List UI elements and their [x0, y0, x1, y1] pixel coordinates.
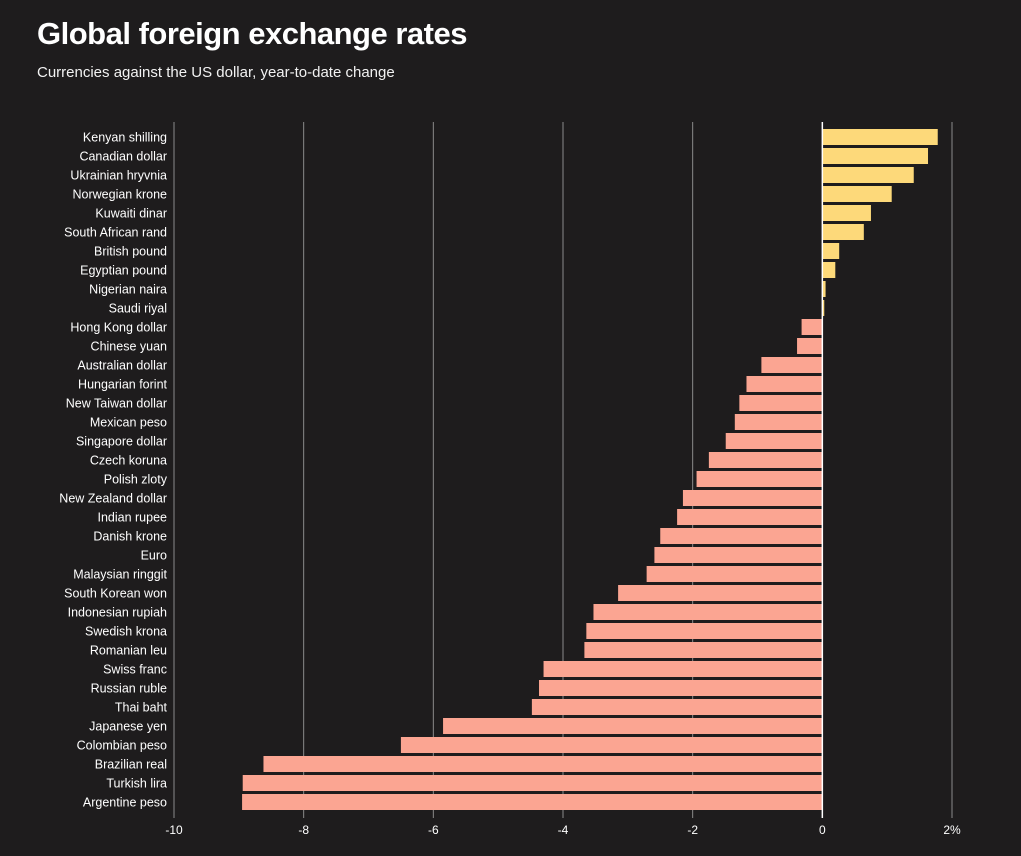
bar	[822, 205, 871, 221]
bar	[242, 775, 823, 791]
bar	[443, 718, 823, 734]
category-label: British pound	[94, 245, 167, 259]
category-labels: Kenyan shilling Canadian dollar Ukrainian …	[59, 131, 167, 810]
category-label: Japanese yen	[89, 720, 167, 734]
category-label: Norwegian krone	[73, 188, 168, 202]
bar	[822, 243, 840, 259]
chart-title: Global foreign exchange rates	[37, 16, 467, 51]
x-axis-ticks: -10 -8 -6 -4 -2 0 2%	[165, 823, 961, 837]
bar	[739, 395, 823, 411]
category-label: Chinese yuan	[91, 340, 167, 354]
bar	[654, 547, 823, 563]
category-label: Singapore dollar	[76, 435, 167, 449]
bar	[543, 661, 823, 677]
bar	[242, 794, 823, 810]
bar	[822, 300, 825, 316]
category-label: Indian rupee	[97, 511, 167, 525]
category-label: New Taiwan dollar	[66, 397, 167, 411]
category-label: Russian ruble	[91, 682, 167, 696]
bar	[539, 680, 823, 696]
bar	[660, 528, 823, 544]
category-label: Mexican peso	[90, 416, 167, 430]
bar	[822, 167, 914, 183]
category-label: Hong Kong dollar	[70, 321, 167, 335]
category-label: Australian dollar	[77, 359, 167, 373]
x-tick-label: 0	[819, 823, 826, 837]
bar	[725, 433, 823, 449]
category-label: Canadian dollar	[79, 150, 167, 164]
bar	[822, 129, 938, 145]
bar	[822, 148, 929, 164]
category-label: South Korean won	[64, 587, 167, 601]
bar	[822, 262, 836, 278]
category-label: Nigerian naira	[89, 283, 167, 297]
bar	[761, 357, 823, 373]
x-tick-label: 2%	[943, 823, 961, 837]
bar	[822, 224, 864, 240]
category-label: Ukrainian hryvnia	[70, 169, 167, 183]
bar	[531, 699, 823, 715]
category-label: Thai baht	[115, 701, 168, 715]
category-label: Swiss franc	[103, 663, 167, 677]
category-label: Swedish krona	[85, 625, 167, 639]
category-label: Euro	[141, 549, 167, 563]
bar	[646, 566, 823, 582]
category-label: Malaysian ringgit	[73, 568, 167, 582]
bar	[696, 471, 823, 487]
bar	[263, 756, 823, 772]
x-tick-label: -8	[298, 823, 309, 837]
category-label: Czech koruna	[90, 454, 167, 468]
category-label: Egyptian pound	[80, 264, 167, 278]
bar	[708, 452, 823, 468]
category-label: Argentine peso	[83, 796, 167, 810]
category-label: Kenyan shilling	[83, 131, 167, 145]
x-tick-label: -4	[558, 823, 569, 837]
bar	[801, 319, 823, 335]
bar	[593, 604, 823, 620]
bar	[677, 509, 823, 525]
category-label: Turkish lira	[106, 777, 167, 791]
x-tick-label: -2	[687, 823, 698, 837]
category-label: Brazilian real	[95, 758, 167, 772]
category-label: Kuwaiti dinar	[95, 207, 167, 221]
bar	[746, 376, 823, 392]
bar	[400, 737, 823, 753]
x-tick-label: -6	[428, 823, 439, 837]
category-label: New Zealand dollar	[59, 492, 167, 506]
category-label: South African rand	[64, 226, 167, 240]
bar	[618, 585, 823, 601]
bar	[797, 338, 823, 354]
bar	[584, 642, 823, 658]
bar	[586, 623, 823, 639]
category-label: Colombian peso	[77, 739, 167, 753]
category-label: Indonesian rupiah	[68, 606, 167, 620]
category-label: Romanian leu	[90, 644, 167, 658]
x-tick-label: -10	[165, 823, 183, 837]
chart-subtitle: Currencies against the US dollar, year-t…	[37, 64, 395, 81]
bar	[822, 281, 826, 297]
category-label: Danish krone	[93, 530, 167, 544]
category-label: Hungarian forint	[78, 378, 167, 392]
bar	[682, 490, 823, 506]
bar	[822, 186, 892, 202]
bar	[734, 414, 823, 430]
category-label: Saudi riyal	[109, 302, 167, 316]
bars	[242, 129, 938, 810]
category-label: Polish zloty	[104, 473, 168, 487]
